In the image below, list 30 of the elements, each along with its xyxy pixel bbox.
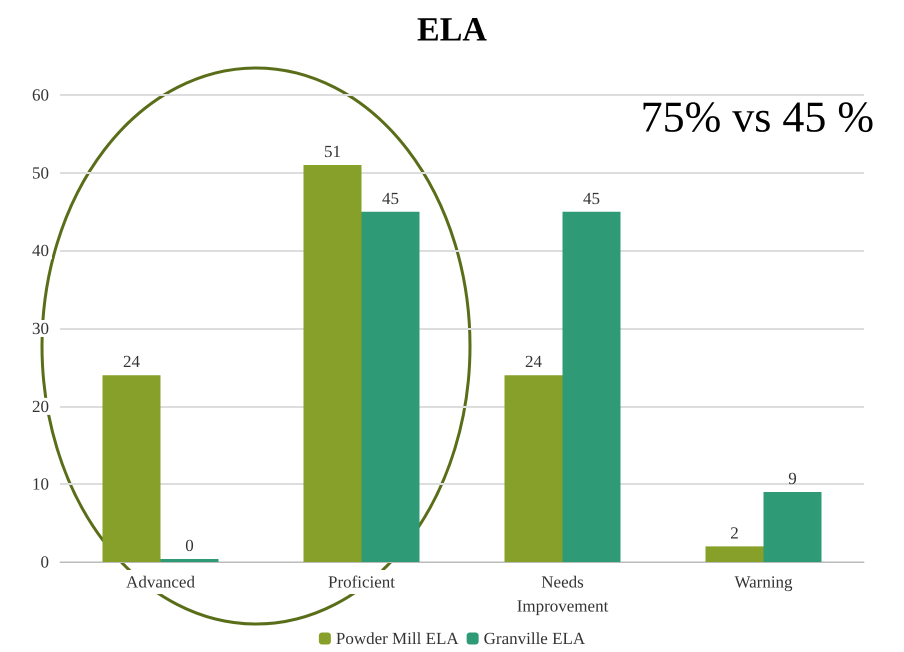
annotation: 75% vs 45 % [640, 92, 874, 142]
y-tick-label: 20 [32, 396, 49, 416]
legend-label: Powder Mill ELA [336, 629, 460, 648]
y-tick-label: 30 [32, 319, 49, 338]
data-label: 45 [583, 188, 600, 208]
bar [362, 212, 420, 562]
y-tick-label: 10 [32, 474, 49, 494]
bar [102, 375, 160, 562]
data-label: 9 [788, 468, 797, 488]
chart-title: ELA [417, 12, 488, 48]
data-label: 45 [382, 188, 399, 208]
bar [562, 212, 620, 562]
x-tick-label: Warning [734, 572, 794, 592]
data-label: 24 [123, 352, 140, 372]
data-label: 24 [525, 352, 542, 372]
legend-label: Granville ELA [484, 629, 586, 648]
y-tick-label: 40 [32, 241, 49, 260]
bar [504, 375, 562, 562]
x-tick-label: Advanced [126, 572, 196, 592]
y-tick-label: 50 [32, 163, 49, 182]
y-tick-label: 0 [40, 552, 49, 572]
x-tick-label: Proficient [328, 572, 396, 592]
data-label: 2 [730, 523, 739, 542]
bar [706, 546, 764, 562]
x-tick-label: Needs Improvement [516, 572, 609, 616]
data-label: 51 [324, 142, 341, 162]
bar [304, 165, 362, 562]
bar [764, 492, 822, 562]
y-tick-label: 60 [32, 86, 49, 104]
data-label: 0 [185, 536, 194, 555]
